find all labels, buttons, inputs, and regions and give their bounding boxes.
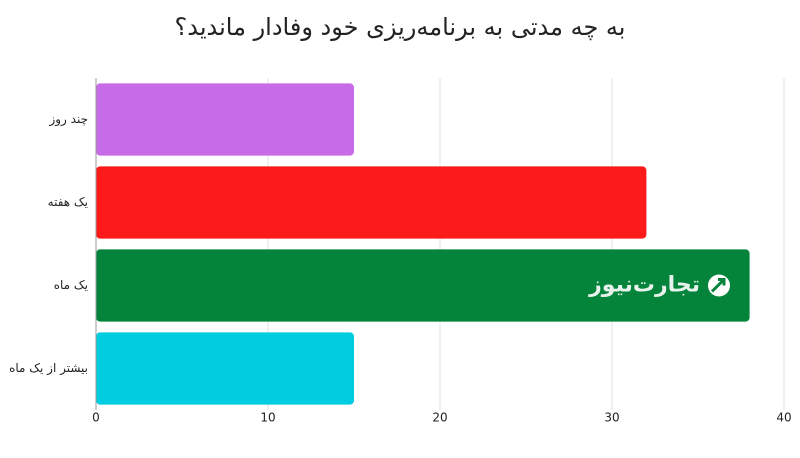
bar: [96, 83, 354, 156]
bar: [96, 249, 750, 322]
x-tick-label: 40: [776, 411, 791, 425]
bar: [96, 166, 647, 239]
x-tick-label: 20: [432, 411, 447, 425]
y-tick-label: چند روز: [48, 112, 88, 127]
y-tick-label: بیشتر از یک ماه: [9, 361, 88, 376]
y-tick-label: یک هفته: [48, 195, 88, 209]
watermark: تجارت‌نیوز: [588, 273, 700, 298]
x-tick-label: 0: [92, 411, 100, 425]
y-tick-label: یک ماه: [54, 278, 88, 292]
watermark-icon-mark: [710, 278, 726, 293]
x-tick-label: 10: [260, 411, 275, 425]
chart-title: به چه مدتی به برنامه‌ریزی خود وفادار مان…: [175, 13, 626, 41]
x-tick-label: 30: [604, 411, 619, 425]
bar: [96, 332, 354, 405]
